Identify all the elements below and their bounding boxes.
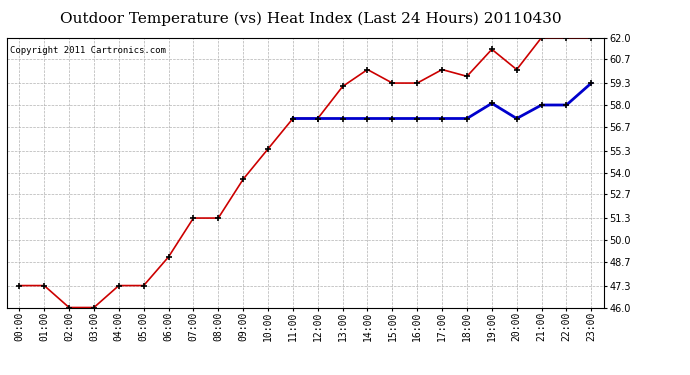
Text: Copyright 2011 Cartronics.com: Copyright 2011 Cartronics.com bbox=[10, 46, 166, 55]
Text: Outdoor Temperature (vs) Heat Index (Last 24 Hours) 20110430: Outdoor Temperature (vs) Heat Index (Las… bbox=[60, 11, 561, 26]
